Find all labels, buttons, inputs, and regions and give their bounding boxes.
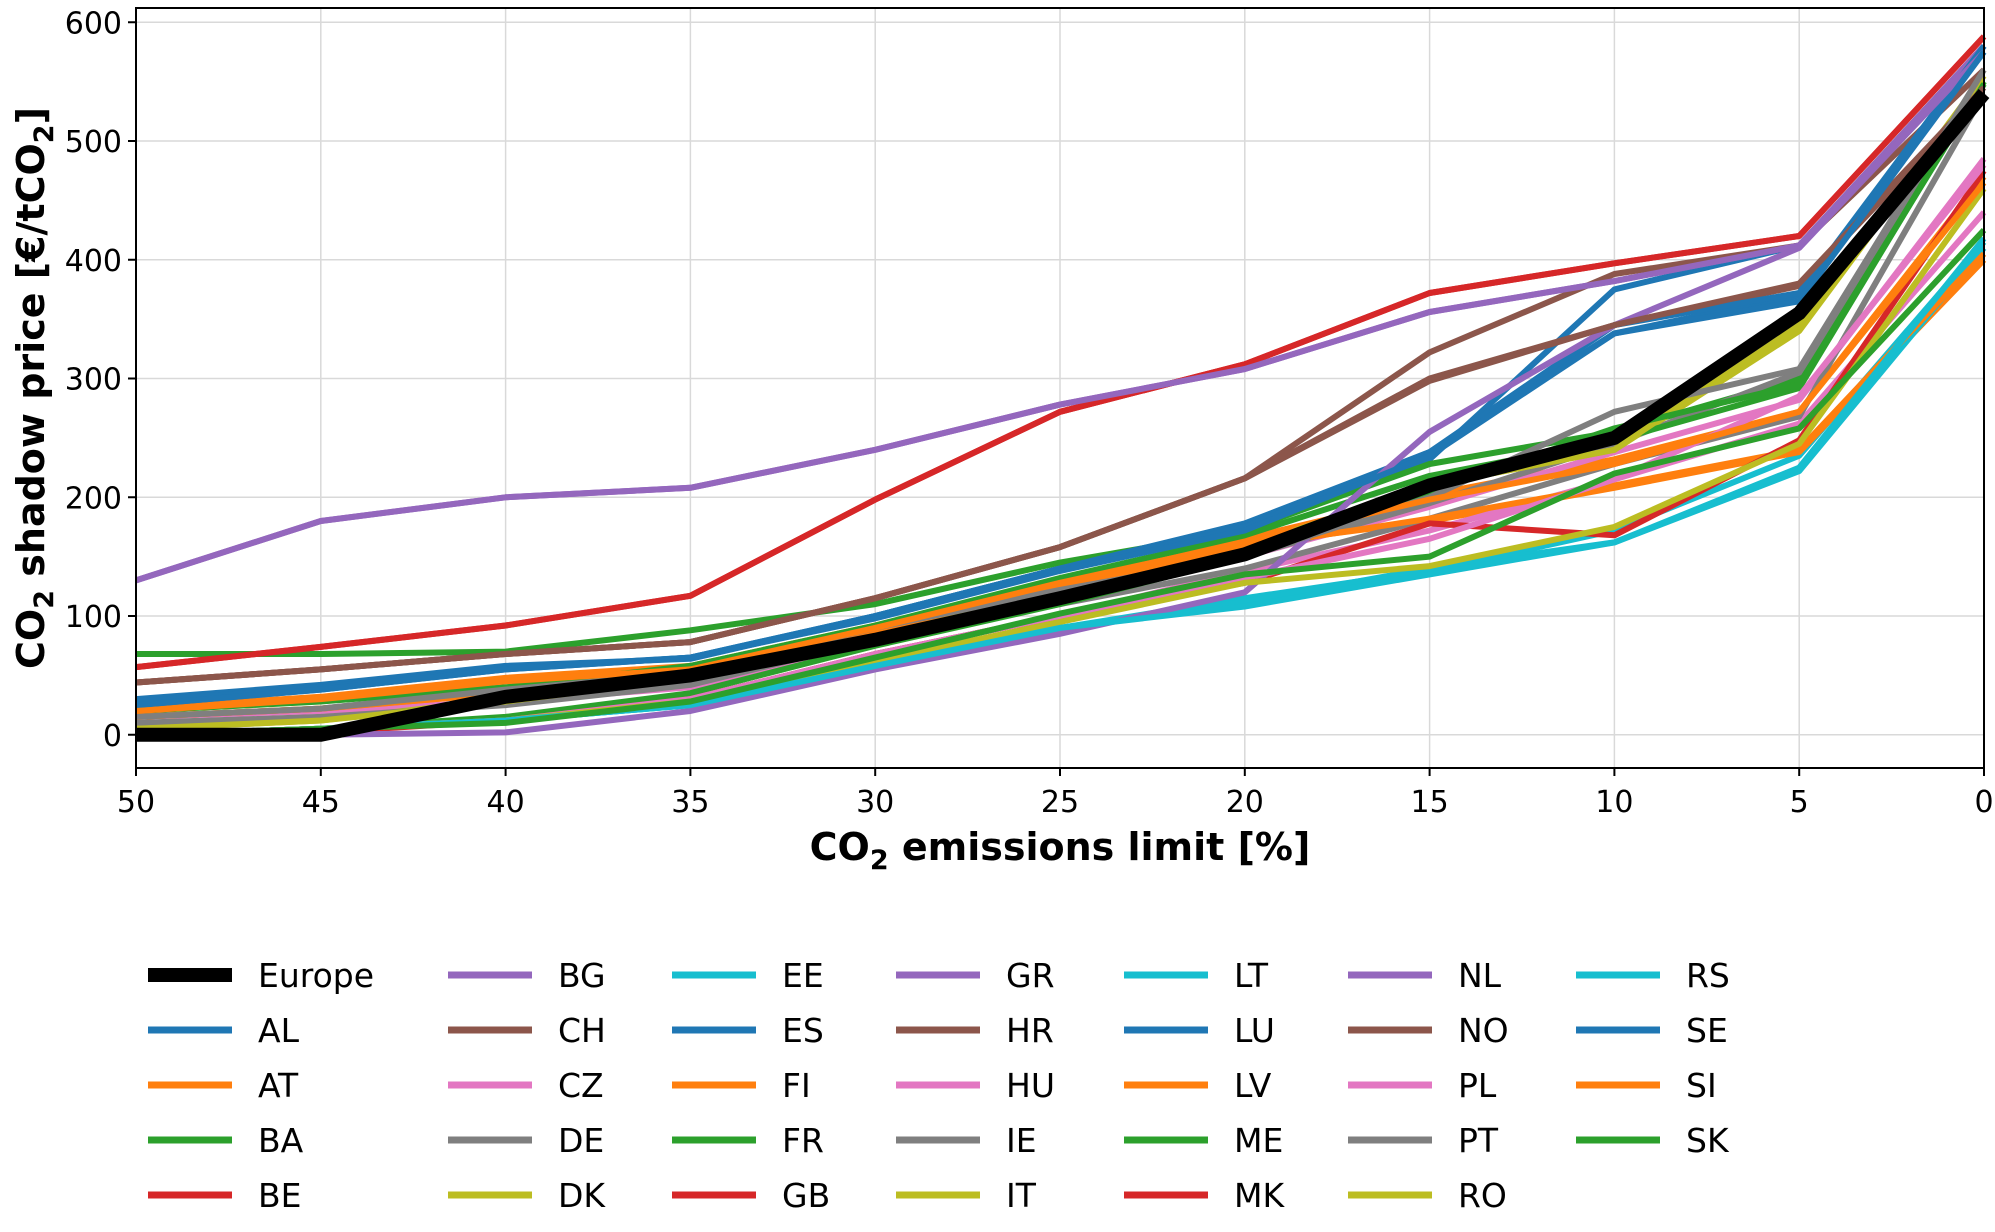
series-line-gb <box>135 34 1987 671</box>
legend-label-dk: DK <box>558 1176 606 1215</box>
legend-label-fr: FR <box>782 1121 824 1160</box>
legend-label-lv: LV <box>1234 1066 1272 1105</box>
series-line-fr <box>135 80 1987 714</box>
legend-label-gr: GR <box>1006 956 1055 995</box>
series-line-no <box>135 85 1987 686</box>
legend-label-de: DE <box>558 1121 604 1160</box>
x-tick-label: 40 <box>487 785 525 820</box>
legend-label-at: AT <box>258 1066 299 1105</box>
legend-label-pt: PT <box>1458 1121 1499 1160</box>
legend-label-si: SI <box>1686 1066 1717 1105</box>
legend-label-fi: FI <box>782 1066 811 1105</box>
x-tick-label: 20 <box>1226 785 1264 820</box>
legend-label-hr: HR <box>1006 1011 1054 1050</box>
legend-label-mk: MK <box>1234 1176 1285 1215</box>
legend-label-gb: GB <box>782 1176 830 1215</box>
legend-label-ee: EE <box>782 956 824 995</box>
x-axis-title: CO2 emissions limit [%] <box>810 825 1311 876</box>
y-axis-title: CO2 shadow price [€/tCO2] <box>9 107 60 669</box>
y-tick-label: 500 <box>65 125 122 160</box>
x-tick-label: 5 <box>1790 785 1809 820</box>
legend-label-lt: LT <box>1234 956 1269 995</box>
plot-lines <box>135 34 1990 742</box>
legend-label-nl: NL <box>1458 956 1502 995</box>
series-line-europe <box>136 88 1990 742</box>
legend-label-ba: BA <box>258 1121 304 1160</box>
x-tick-label: 10 <box>1595 785 1633 820</box>
legend-label-bg: BG <box>558 956 606 995</box>
legend-label-be: BE <box>258 1176 302 1215</box>
legend-label-pl: PL <box>1458 1066 1497 1105</box>
series-line-se <box>135 50 1987 709</box>
y-tick-label: 600 <box>65 6 122 41</box>
legend-label-sk: SK <box>1686 1121 1730 1160</box>
x-tick-label: 30 <box>856 785 894 820</box>
y-tick-label: 0 <box>103 719 122 754</box>
legend-label-ro: RO <box>1458 1176 1507 1215</box>
legend-label-me: ME <box>1234 1121 1283 1160</box>
x-tick-label: 0 <box>1974 785 1993 820</box>
x-tick-label: 45 <box>302 785 340 820</box>
legend-label-europe: Europe <box>258 956 374 995</box>
x-axis-ticks: 50 45 40 35 30 25 20 15 10 5 0 <box>117 768 1994 820</box>
series-line-nl <box>136 49 1987 738</box>
series-line-gr <box>135 43 1987 584</box>
series-line-sk <box>135 228 1987 738</box>
legend-label-al: AL <box>258 1011 300 1050</box>
legend-label-rs: RS <box>1686 956 1730 995</box>
x-tick-label: 35 <box>671 785 709 820</box>
legend-label-cz: CZ <box>558 1066 604 1105</box>
legend-label-it: IT <box>1006 1176 1037 1215</box>
x-tick-label: 15 <box>1411 785 1449 820</box>
series-line-si <box>135 180 1987 714</box>
legend-label-hu: HU <box>1006 1066 1055 1105</box>
y-tick-label: 400 <box>65 244 122 279</box>
legend-label-lu: LU <box>1234 1011 1275 1050</box>
legend-label-se: SE <box>1686 1011 1728 1050</box>
legend-label-ch: CH <box>558 1011 606 1050</box>
legend-label-no: NO <box>1458 1011 1509 1050</box>
y-tick-label: 200 <box>65 481 122 516</box>
legend-label-ie: IE <box>1006 1121 1037 1160</box>
y-axis-ticks: 0 100 200 300 400 500 600 <box>65 6 136 754</box>
y-tick-label: 100 <box>65 600 122 635</box>
y-tick-label: 300 <box>65 363 122 398</box>
legend-label-es: ES <box>782 1011 824 1050</box>
legend: Europe AL AT BA BE BG CH CZ DE DK EE ES FI FR GB GR HR HU… <box>148 956 1730 1215</box>
x-tick-label: 50 <box>117 785 155 820</box>
x-tick-label: 25 <box>1041 785 1079 820</box>
